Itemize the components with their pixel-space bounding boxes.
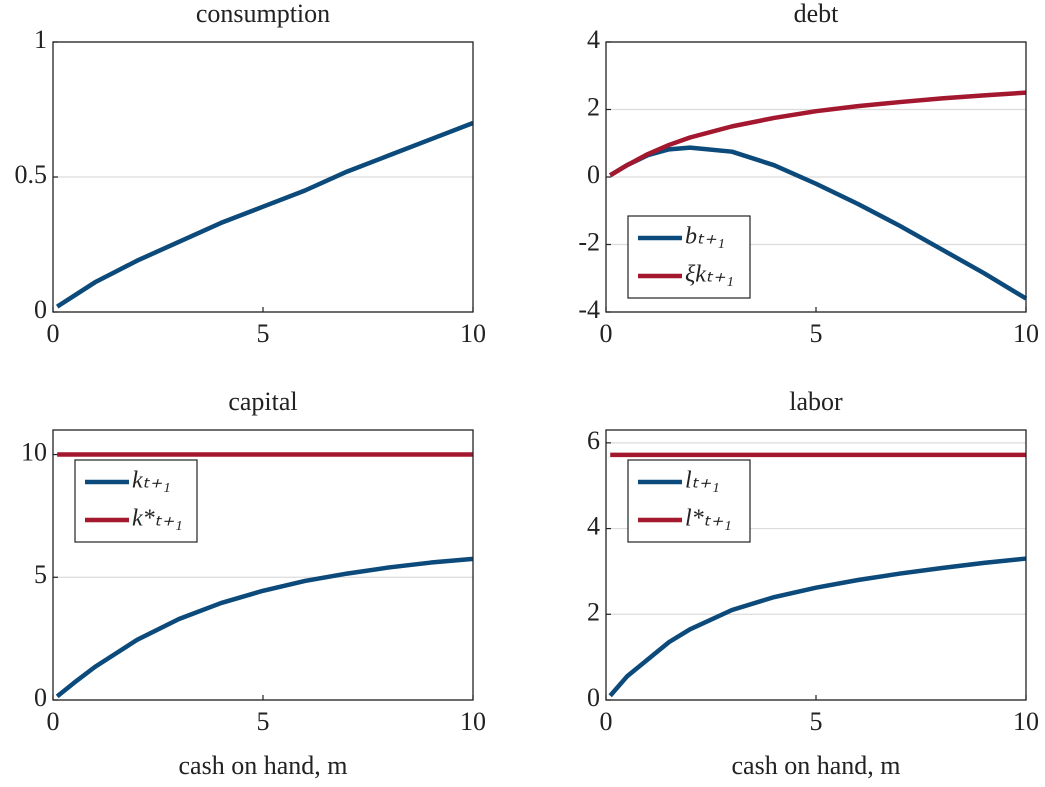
legend-box <box>627 459 751 543</box>
series-line <box>55 120 474 309</box>
x-tick-label: 5 <box>810 319 823 348</box>
legend: lₜ₊₁ l*ₜ₊₁ <box>627 459 751 543</box>
legend: kₜ₊₁ k*ₜ₊₁ <box>74 459 198 543</box>
legend-label: ξkₜ₊₁ <box>685 262 734 288</box>
y-tick-label: 1 <box>34 25 47 54</box>
y-tick-label: 0.5 <box>15 160 48 189</box>
x-axis-label: cash on hand, m <box>179 751 348 780</box>
series-line <box>55 556 474 699</box>
legend-label: bₜ₊₁ <box>685 224 725 250</box>
subplot-title: capital <box>228 387 297 416</box>
legend-label: kₜ₊₁ <box>132 468 171 494</box>
y-tick-label: 2 <box>587 597 600 626</box>
x-tick-label: 10 <box>1013 707 1039 736</box>
series-line <box>608 556 1027 698</box>
y-tick-label: 0 <box>587 683 600 712</box>
x-tick-label: 10 <box>460 319 486 348</box>
subplot-title: labor <box>789 387 843 416</box>
axes-frame <box>52 41 474 313</box>
y-tick-label: 0 <box>34 295 47 324</box>
y-tick-label: 10 <box>21 438 47 467</box>
y-tick-label: 0 <box>34 683 47 712</box>
y-tick-label: 0 <box>587 160 600 189</box>
subplot: 0 5 10 0 5 10 capital cash on hand, m kₜ₊₁ k*ₜ₊₁ <box>21 387 486 780</box>
subplot-title: debt <box>794 0 840 28</box>
axes-frame <box>605 41 1027 313</box>
y-tick-label: -2 <box>578 227 600 256</box>
x-tick-label: 10 <box>1013 319 1039 348</box>
subplot: 0 2 4 6 0 5 10 labor cash on hand, m lₜ₊₁ l*ₜ₊₁ <box>587 387 1039 780</box>
x-tick-label: 0 <box>47 319 60 348</box>
y-tick-label: 4 <box>587 512 600 541</box>
y-tick-label: 2 <box>587 92 600 121</box>
legend-label: k*ₜ₊₁ <box>132 506 183 532</box>
legend-label: l*ₜ₊₁ <box>685 506 732 532</box>
subplot: -4 -2 0 2 4 0 5 10 debt bₜ₊₁ ξkₜ₊₁ <box>578 0 1039 348</box>
legend: bₜ₊₁ ξkₜ₊₁ <box>627 215 751 299</box>
x-axis-label: cash on hand, m <box>732 751 901 780</box>
x-tick-label: 0 <box>600 319 613 348</box>
x-tick-label: 0 <box>47 707 60 736</box>
y-tick-label: 5 <box>34 560 47 589</box>
subplot-title: consumption <box>196 0 330 28</box>
x-tick-label: 5 <box>257 319 270 348</box>
legend-box <box>74 459 198 543</box>
series-line <box>609 90 1027 178</box>
legend-box <box>627 215 751 299</box>
x-tick-label: 0 <box>600 707 613 736</box>
x-tick-label: 10 <box>460 707 486 736</box>
axes-frame <box>605 429 1027 701</box>
y-tick-label: -4 <box>578 295 600 324</box>
x-tick-label: 5 <box>810 707 823 736</box>
axes-frame <box>52 429 474 701</box>
y-tick-label: 6 <box>587 426 600 455</box>
y-tick-label: 4 <box>587 25 600 54</box>
x-tick-label: 5 <box>257 707 270 736</box>
legend-label: lₜ₊₁ <box>685 468 720 494</box>
